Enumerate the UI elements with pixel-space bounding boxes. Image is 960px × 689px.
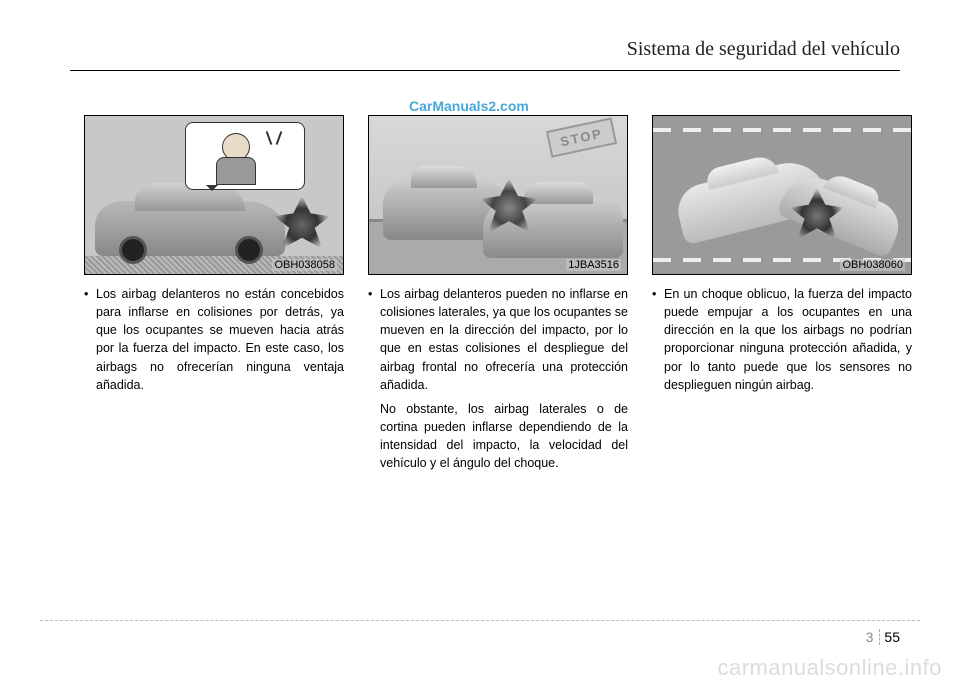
content-columns: OBH038058 • Los airbag delanteros no est… [84, 115, 900, 472]
watermark-top: CarManuals2.com [409, 98, 529, 114]
bullet-icon: • [368, 285, 380, 394]
figure-rear-collision: OBH038058 [84, 115, 344, 275]
figure-side-collision: STOP 1JBA3516 [368, 115, 628, 275]
figure-label: OBH038060 [840, 259, 905, 271]
column-2-text: • Los airbag delanteros pueden no inflar… [368, 285, 628, 472]
column-2: STOP 1JBA3516 • Los airbag delanteros pu… [368, 115, 628, 472]
watermark-bottom: carmanualsonline.info [717, 655, 942, 681]
bullet-icon: • [84, 285, 96, 394]
page-header: Sistema de seguridad del vehículo [627, 38, 900, 61]
column-3: OBH038060 • En un choque oblicuo, la fue… [652, 115, 912, 472]
column-1-text: • Los airbag delanteros no están concebi… [84, 285, 344, 394]
bullet-icon: • [652, 285, 664, 394]
header-rule [70, 70, 900, 71]
column-1: OBH038058 • Los airbag delanteros no est… [84, 115, 344, 472]
figure-oblique-collision: OBH038060 [652, 115, 912, 275]
footer-rule [40, 620, 920, 621]
column-3-text: • En un choque oblicuo, la fuerza del im… [652, 285, 912, 394]
figure-label: OBH038058 [272, 259, 337, 271]
page-number: 355 [866, 629, 900, 645]
figure-label: 1JBA3516 [566, 259, 621, 271]
